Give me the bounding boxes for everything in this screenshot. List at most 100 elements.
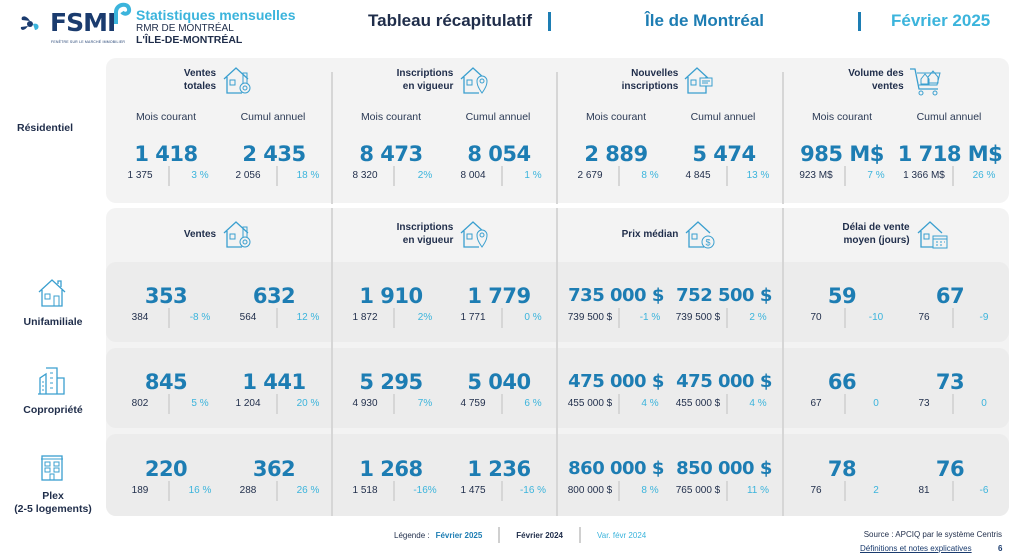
cell-divider bbox=[276, 481, 278, 501]
previous-year-value: 1 375 bbox=[127, 170, 153, 181]
current-value: 632 bbox=[252, 284, 296, 308]
group-title: Inscriptions en vigueur bbox=[397, 67, 454, 93]
report-title: Tableau récapitulatif bbox=[368, 11, 533, 30]
current-value: 5 474 bbox=[692, 142, 756, 166]
metric-cell: 5 474 4 845 13 % bbox=[668, 142, 780, 186]
house-key-icon bbox=[223, 67, 251, 94]
variation-value: 7 % bbox=[867, 170, 885, 181]
brand-region: L'ÎLE-DE-MONTRÉAL bbox=[136, 34, 243, 46]
cell-divider bbox=[393, 481, 395, 501]
cell-divider bbox=[952, 481, 954, 501]
current-value: 1 441 bbox=[242, 370, 306, 394]
column-header-current: Mois courant bbox=[135, 111, 197, 123]
variation-value: -1 % bbox=[639, 312, 661, 323]
previous-year-value: 802 bbox=[131, 398, 149, 409]
group-title: Ventes bbox=[184, 228, 216, 241]
cell-divider bbox=[844, 394, 846, 414]
group-title: Volume des ventes bbox=[848, 67, 903, 93]
variation-value: 12 % bbox=[296, 312, 320, 323]
brand-subtitle: RMR DE MONTRÉAL bbox=[136, 23, 234, 34]
current-value: 850 000 $ bbox=[676, 458, 772, 479]
cell-divider bbox=[844, 166, 846, 186]
legend-divider bbox=[579, 527, 581, 543]
previous-year-value: 81 bbox=[918, 485, 930, 496]
current-value: 1 779 bbox=[467, 284, 531, 308]
column-header-current: Mois courant bbox=[585, 111, 647, 123]
group-header: Ventes totales bbox=[106, 60, 332, 100]
page-number: 6 bbox=[998, 544, 1003, 553]
cell-divider bbox=[844, 481, 846, 501]
variation-value: 20 % bbox=[296, 398, 320, 409]
metric-cell: 8 473 8 320 2% bbox=[335, 142, 447, 186]
metric-cell: 78 76 2 bbox=[786, 457, 898, 501]
variation-value: -9 bbox=[979, 312, 989, 323]
group-header: Inscriptions en vigueur bbox=[331, 214, 557, 254]
current-value: 220 bbox=[144, 457, 188, 481]
previous-year-value: 70 bbox=[810, 312, 822, 323]
legend-previous: Février 2024 bbox=[516, 530, 563, 540]
brand-title: Statistiques mensuelles bbox=[136, 7, 296, 23]
metric-cell: 220 189 16 % bbox=[110, 457, 222, 501]
variation-value: -10 bbox=[868, 312, 884, 323]
definitions-link[interactable]: Définitions et notes explicatives bbox=[860, 544, 972, 553]
previous-year-value: 765 000 $ bbox=[675, 485, 721, 496]
cell-divider bbox=[276, 394, 278, 414]
current-value: 752 500 $ bbox=[676, 285, 772, 306]
cart-houses-icon bbox=[909, 68, 941, 96]
variation-value: -16 % bbox=[519, 485, 547, 496]
group-header: Inscriptions en vigueur bbox=[331, 60, 557, 100]
fsmi-logo: FSMI FENÊTRE SUR LE MARCHÉ IMMOBILIER bbox=[18, 2, 132, 46]
row-label-line1: Copropriété bbox=[23, 404, 83, 416]
column-divider bbox=[782, 72, 784, 204]
metric-cell: 2 889 2 679 8 % bbox=[560, 142, 672, 186]
previous-year-value: 288 bbox=[239, 485, 257, 496]
group-title-line1: Inscriptions bbox=[396, 222, 454, 233]
header-divider bbox=[548, 12, 551, 31]
current-value: 59 bbox=[827, 284, 857, 308]
group-title-line1: Ventes bbox=[183, 228, 217, 240]
metric-cell: 860 000 $ 800 000 $ 8 % bbox=[560, 457, 672, 501]
propeller-logo-icon bbox=[20, 16, 39, 30]
current-value: 353 bbox=[144, 284, 188, 308]
previous-year-value: 1 518 bbox=[352, 485, 378, 496]
condo-building-icon bbox=[38, 367, 65, 395]
variation-value: 6 % bbox=[524, 398, 542, 409]
variation-value: -6 bbox=[979, 485, 989, 496]
previous-year-value: 73 bbox=[918, 398, 930, 409]
variation-value: 8 % bbox=[641, 170, 659, 181]
variation-value: 3 % bbox=[191, 170, 209, 181]
group-header: Volume des ventes bbox=[782, 60, 1008, 100]
legend-variation: Var. févr 2024 bbox=[597, 530, 647, 540]
previous-year-value: 76 bbox=[918, 312, 930, 323]
previous-year-value: 800 000 $ bbox=[567, 485, 613, 496]
previous-year-value: 739 500 $ bbox=[567, 312, 613, 323]
variation-value: 0 bbox=[873, 398, 879, 409]
column-header-ytd: Cumul annuel bbox=[240, 111, 306, 123]
metric-cell: 66 67 0 bbox=[786, 370, 898, 414]
group-title-line1: Inscriptions bbox=[396, 68, 454, 79]
group-title: Nouvelles inscriptions bbox=[622, 67, 679, 93]
previous-year-value: 455 000 $ bbox=[567, 398, 613, 409]
metric-cell: 1 910 1 872 2% bbox=[335, 284, 447, 328]
group-header: Ventes bbox=[106, 214, 332, 254]
variation-value: 2% bbox=[417, 312, 433, 323]
variation-value: 4 % bbox=[641, 398, 659, 409]
current-value: 73 bbox=[935, 370, 965, 394]
current-value: 2 889 bbox=[584, 142, 648, 166]
previous-year-value: 1 204 bbox=[235, 398, 261, 409]
metric-cell: 475 000 $ 455 000 $ 4 % bbox=[668, 370, 780, 414]
variation-value: 2% bbox=[417, 170, 433, 181]
cell-divider bbox=[618, 166, 620, 186]
cell-divider bbox=[844, 308, 846, 328]
previous-year-value: 1 771 bbox=[460, 312, 486, 323]
current-value: 8 473 bbox=[359, 142, 423, 166]
cell-divider bbox=[276, 166, 278, 186]
previous-year-value: 189 bbox=[131, 485, 149, 496]
brand-block: Statistiques mensuelles RMR DE MONTRÉAL … bbox=[136, 7, 296, 46]
header-divider bbox=[858, 12, 861, 31]
metric-cell: 67 76 -9 bbox=[894, 284, 1006, 328]
area-title: Île de Montréal bbox=[645, 11, 765, 30]
previous-year-value: 923 M$ bbox=[799, 170, 833, 181]
cell-divider bbox=[393, 166, 395, 186]
current-value: 860 000 $ bbox=[568, 458, 664, 479]
